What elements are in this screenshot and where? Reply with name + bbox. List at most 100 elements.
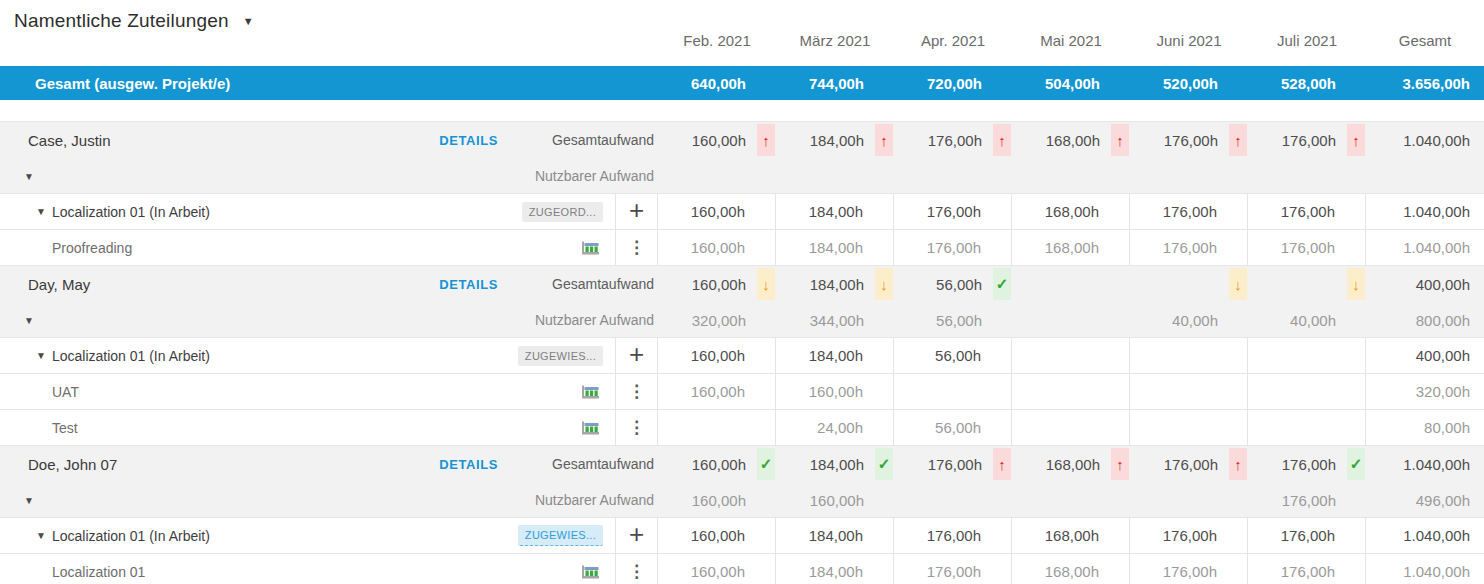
- value-cell: 160,00h: [658, 194, 776, 229]
- value-cell: [1130, 410, 1248, 445]
- total-value-cell: 640,00h: [658, 66, 776, 100]
- project-expander-icon[interactable]: ▼: [36, 206, 46, 217]
- person-usable-row: ▼Nutzbarer Aufwand160,00h160,00h176,00h4…: [0, 482, 1484, 518]
- value-cell: [1012, 302, 1130, 338]
- assignment-status-badge[interactable]: ZUGEWIES...: [518, 525, 603, 546]
- total-effort-label: Gesamtaufwand: [498, 132, 658, 148]
- value-cell: 176,00h: [1248, 482, 1366, 518]
- value-cell: 176,00h↑: [1248, 122, 1366, 158]
- value-cell: 176,00h: [1248, 194, 1366, 229]
- spacer: [0, 100, 1484, 121]
- value-cell: 176,00h: [1130, 518, 1248, 553]
- value-cell: [658, 158, 776, 194]
- bar-chart-icon[interactable]: [581, 240, 601, 256]
- person-usable-row: ▼Nutzbarer Aufwand320,00h344,00h56,00h40…: [0, 302, 1484, 338]
- value-cell: 176,00h: [1130, 194, 1248, 229]
- person-name: Day, May: [0, 276, 439, 293]
- value-cell: 160,00h: [658, 518, 776, 553]
- total-row: Gesamt (ausgew. Projekt/e) 640,00h744,00…: [0, 66, 1484, 100]
- value-cell: [1012, 158, 1130, 194]
- person-expander-icon[interactable]: ▼: [0, 315, 498, 326]
- value-cell: 160,00h: [776, 374, 894, 409]
- value-cell: 168,00h↑: [1012, 446, 1130, 482]
- add-button[interactable]: +: [629, 197, 644, 223]
- value-cell: 184,00h: [776, 518, 894, 553]
- value-cell: 176,00h✓: [1248, 446, 1366, 482]
- value-cell: [894, 482, 1012, 518]
- column-header: Juni 2021: [1130, 0, 1248, 66]
- project-row: ▼Localization 01 (In Arbeit)ZUGEORD...+1…: [0, 193, 1484, 229]
- value-cell: ↓: [1130, 266, 1248, 302]
- value-cell: 168,00h: [1012, 518, 1130, 553]
- value-cell: 344,00h: [776, 302, 894, 338]
- task-row: Localization 01⋮160,00h184,00h176,00h168…: [0, 553, 1484, 584]
- check-icon: ✓: [1347, 448, 1365, 480]
- usable-effort-label: Nutzbarer Aufwand: [498, 312, 658, 328]
- value-cell: [1012, 338, 1130, 373]
- indicator-up-icon: ↑: [1111, 124, 1129, 156]
- value-cell: [1248, 338, 1366, 373]
- column-header: Mai 2021: [1012, 0, 1130, 66]
- total-row-label: Gesamt (ausgew. Projekt/e): [0, 66, 658, 100]
- bar-chart-icon[interactable]: [581, 420, 601, 436]
- project-expander-icon[interactable]: ▼: [36, 350, 46, 361]
- value-cell: 1.040,00h: [1366, 230, 1484, 265]
- assignment-status-badge[interactable]: ZUGEWIES...: [518, 346, 603, 366]
- value-cell: 176,00h: [894, 230, 1012, 265]
- kebab-menu-button[interactable]: ⋮: [628, 561, 645, 582]
- value-cell: [1366, 158, 1484, 194]
- value-cell: [1248, 410, 1366, 445]
- header-bar: Namentliche Zuteilungen ▼ Feb. 2021März …: [0, 0, 1484, 66]
- value-cell: 40,00h: [1130, 302, 1248, 338]
- value-cell: 160,00h: [658, 482, 776, 518]
- usable-effort-label: Nutzbarer Aufwand: [498, 492, 658, 508]
- details-link[interactable]: DETAILS: [439, 133, 498, 148]
- value-cell: 24,00h: [776, 410, 894, 445]
- value-cell: 56,00h: [894, 302, 1012, 338]
- details-link[interactable]: DETAILS: [439, 457, 498, 472]
- value-cell: 176,00h↑: [894, 122, 1012, 158]
- value-cell: 184,00h↑: [776, 122, 894, 158]
- indicator-up-icon: ↑: [993, 448, 1011, 480]
- value-cell: ↓: [1248, 266, 1366, 302]
- person-summary-row: Day, MayDETAILSGesamtaufwand160,00h↓184,…: [0, 266, 1484, 302]
- value-cell: [1130, 482, 1248, 518]
- value-cell: 160,00h: [658, 374, 776, 409]
- value-cell: [1130, 374, 1248, 409]
- person-expander-icon[interactable]: ▼: [0, 171, 498, 182]
- kebab-menu-button[interactable]: ⋮: [628, 417, 645, 438]
- details-link[interactable]: DETAILS: [439, 277, 498, 292]
- value-cell: 40,00h: [1248, 302, 1366, 338]
- total-effort-label: Gesamtaufwand: [498, 456, 658, 472]
- value-cell: 176,00h: [894, 518, 1012, 553]
- kebab-menu-button[interactable]: ⋮: [628, 237, 645, 258]
- check-icon: ✓: [757, 448, 775, 480]
- task-name: Proofreading: [0, 240, 581, 256]
- assignment-status-badge[interactable]: ZUGEORD...: [522, 202, 603, 222]
- title-caret-down-icon[interactable]: ▼: [243, 15, 254, 27]
- add-button[interactable]: +: [629, 521, 644, 547]
- value-cell: 56,00h: [894, 410, 1012, 445]
- project-row: ▼Localization 01 (In Arbeit)ZUGEWIES...+…: [0, 337, 1484, 373]
- kebab-menu-button[interactable]: ⋮: [628, 381, 645, 402]
- value-cell: 176,00h: [1248, 518, 1366, 553]
- total-value-cell: 528,00h: [1248, 66, 1366, 100]
- bar-chart-icon[interactable]: [581, 384, 601, 400]
- column-header: März 2021: [776, 0, 894, 66]
- person-name: Case, Justin: [0, 132, 439, 149]
- person-expander-icon[interactable]: ▼: [0, 495, 498, 506]
- bar-chart-icon[interactable]: [581, 564, 601, 580]
- value-cell: 1.040,00h: [1366, 554, 1484, 584]
- value-cell: 184,00h: [776, 338, 894, 373]
- task-row: UAT⋮160,00h160,00h320,00h: [0, 373, 1484, 409]
- indicator-up-icon: ↑: [1347, 124, 1365, 156]
- indicator-down-icon: ↓: [757, 268, 775, 300]
- project-expander-icon[interactable]: ▼: [36, 530, 46, 541]
- person-block: Doe, John 07DETAILSGesamtaufwand160,00h✓…: [0, 445, 1484, 517]
- value-cell: [894, 158, 1012, 194]
- value-cell: [1012, 482, 1130, 518]
- value-cell: [1012, 374, 1130, 409]
- value-cell: [1130, 338, 1248, 373]
- add-button[interactable]: +: [629, 341, 644, 367]
- value-cell: 80,00h: [1366, 410, 1484, 445]
